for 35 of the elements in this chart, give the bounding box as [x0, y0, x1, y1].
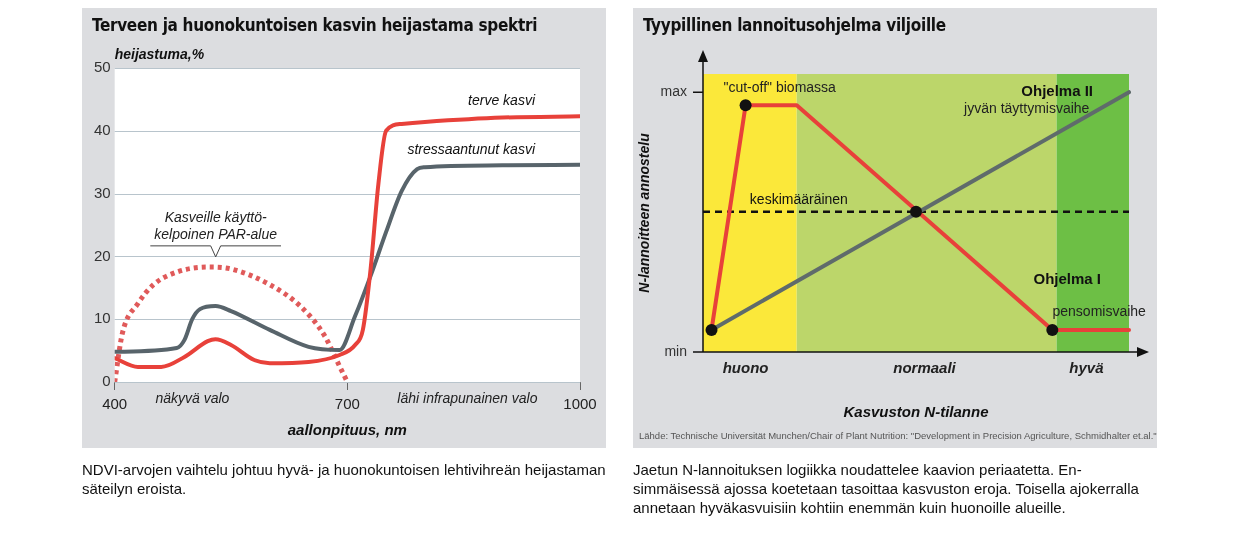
series-label: Ohjelma II: [1021, 82, 1093, 100]
x-axis-title: aallonpituus, nm: [287, 421, 407, 439]
series-label: Ohjelma I: [1033, 269, 1101, 287]
y-tick-label: 0: [102, 372, 111, 390]
text: Lähde: Technische Universität Munchen/Chair of Plant Nutrition: "Development in Precision Agriculture, Schmidhalter et.al.": [638, 430, 1157, 441]
series-label: stressaantunut kasvi: [407, 140, 536, 157]
chart-title: Terveen ja huonokuntoisen kasvin heijastama spektri: [91, 14, 539, 37]
series-label: terve kasvi: [468, 92, 536, 109]
y-tick-label: 10: [94, 309, 111, 327]
y-tick-label: 30: [94, 183, 111, 201]
x-tick-label: hyvä: [1069, 359, 1104, 377]
x-tick-label: 1000: [563, 395, 597, 413]
line-series: [114, 114, 580, 369]
text: näkyvä valo: [155, 389, 230, 406]
text: Jaetun N-lannoituksen logiikka noudattelee kaavion periaatetta. En-simmäisessä ajossa koetetaan tasoittaa kasvuston eroja. Toisella ajokerralla annetaan hyväkasvuisiin kohtiin enemmän kuin huonoille alueille.: [633, 460, 1140, 517]
x-tick-label: huono: [722, 359, 769, 377]
annotation: Kasveille käyttö- kelpoinen PAR-alue: [154, 208, 278, 242]
text: lähi infrapunainen valo: [397, 389, 538, 406]
y-tick-label: 50: [94, 58, 111, 76]
x-tick-label: normaali: [893, 359, 957, 377]
x-tick-label: 400: [102, 395, 128, 413]
ref-line-label: keskimääräinen: [749, 190, 848, 207]
y-tick-label: 20: [94, 246, 111, 264]
y-axis-title: N-lannoitteen annostelu: [635, 132, 652, 293]
annotation: "cut-off" biomassa: [723, 79, 837, 96]
text: min: [664, 342, 687, 359]
text: max: [660, 83, 687, 100]
x-tick-label: 700: [334, 395, 360, 413]
line-series: [114, 162, 580, 354]
annotation: jyvän täyttymisvaihe: [963, 99, 1090, 116]
y-axis-title: heijastuma,%: [114, 45, 205, 62]
text: NDVI-arvojen vaihtelu johtuu hyvä- ja huonokuntoisen lehtivihreän heijastaman säteilyn eroista.: [82, 460, 607, 498]
x-axis-title: Kasvuston N-tilanne: [843, 403, 989, 421]
chart-title: Tyypillinen lannoitusohjelma viljoille: [642, 14, 947, 37]
y-tick-label: 40: [94, 120, 111, 138]
